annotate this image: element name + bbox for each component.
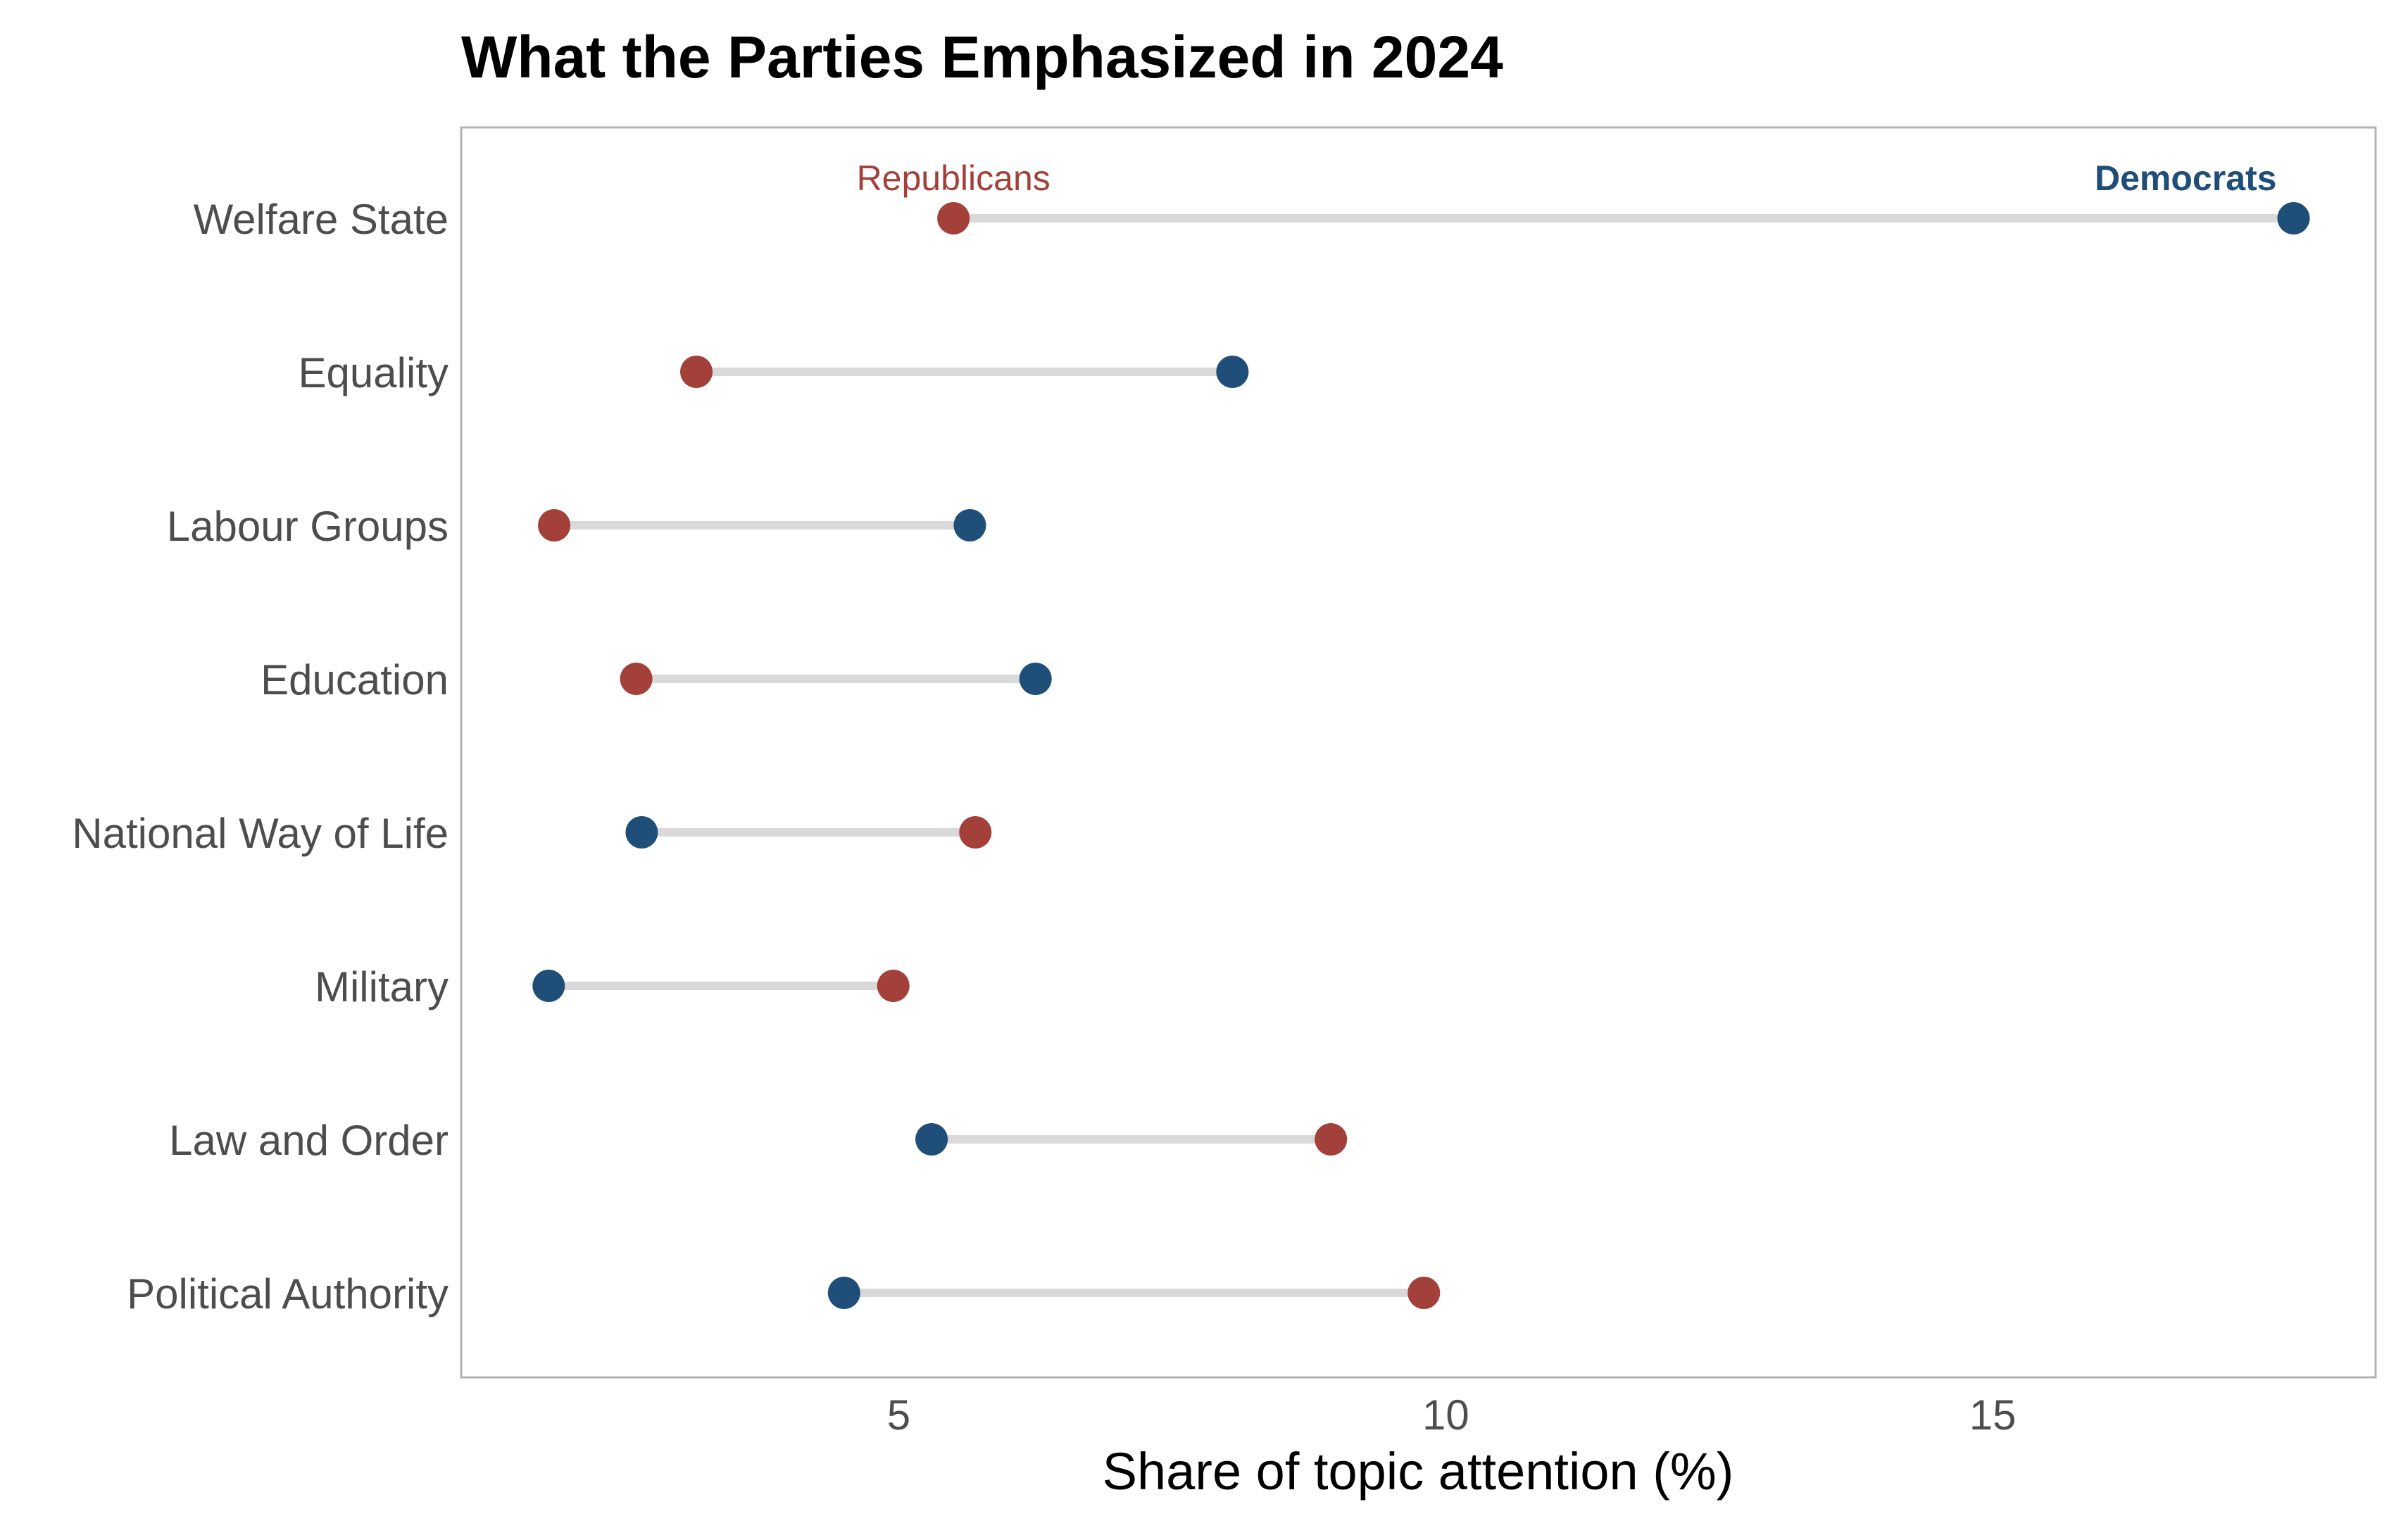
republican-point	[1407, 1277, 1441, 1309]
y-tick-label: Equality	[299, 349, 449, 396]
data-points	[532, 202, 2310, 1309]
y-tick-label: Education	[261, 656, 449, 703]
x-axis-tick-labels: 5 10 15	[887, 1391, 2017, 1439]
republican-point	[620, 663, 653, 695]
democrat-point	[915, 1123, 948, 1156]
y-tick-label: Military	[315, 963, 449, 1010]
y-tick-label: Law and Order	[169, 1117, 449, 1164]
series-labels: Republicans Democrats	[857, 158, 2277, 198]
y-tick-label: Labour Groups	[167, 503, 449, 550]
democrat-point	[532, 970, 565, 1002]
y-tick-label: Political Authority	[127, 1270, 449, 1317]
democrat-point	[2277, 202, 2310, 234]
democrat-point	[827, 1277, 860, 1309]
democrat-point	[953, 509, 986, 542]
republican-point	[877, 970, 910, 1002]
republicans-label: Republicans	[857, 158, 1051, 198]
x-tick-label: 5	[887, 1391, 910, 1439]
republican-point	[937, 202, 970, 234]
plot-frame	[460, 126, 2377, 1379]
democrats-label: Democrats	[2095, 158, 2276, 198]
x-tick-label: 15	[1969, 1391, 2017, 1439]
republican-point	[1315, 1123, 1348, 1156]
democrat-point	[625, 816, 658, 849]
republican-point	[680, 356, 713, 388]
x-tick-label: 10	[1422, 1391, 1469, 1439]
republican-point	[959, 816, 992, 849]
democrat-point	[1216, 356, 1249, 388]
y-axis-tick-labels: Welfare State Equality Labour Groups Educat…	[72, 196, 449, 1317]
y-tick-label: National Way of Life	[72, 810, 449, 857]
chart-title: What the Parties Emphasized in 2024	[461, 24, 1503, 90]
x-axis-title: Share of topic attention (%)	[1103, 1442, 1734, 1501]
y-tick-label: Welfare State	[194, 196, 449, 243]
republican-point	[538, 509, 571, 542]
democrat-point	[1019, 663, 1052, 695]
connector-lines	[548, 214, 2294, 1297]
